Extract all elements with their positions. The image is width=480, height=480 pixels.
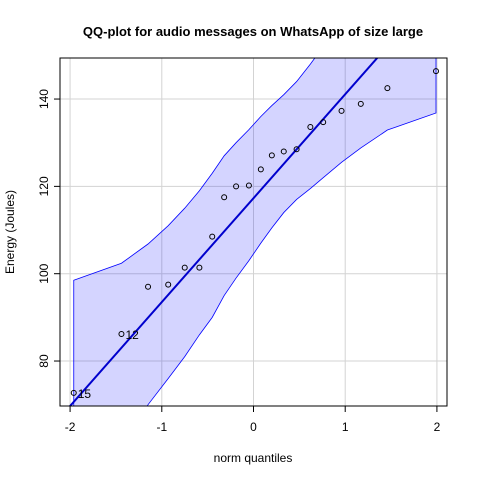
reference-line xyxy=(68,58,379,406)
chart-title: QQ-plot for audio messages on WhatsApp o… xyxy=(83,24,423,39)
point xyxy=(118,330,125,337)
point xyxy=(432,68,439,75)
x-tick-label: 1 xyxy=(342,420,349,434)
point xyxy=(70,389,77,396)
point xyxy=(221,194,228,201)
point xyxy=(165,281,172,288)
point xyxy=(145,283,152,290)
x-tick-label: 0 xyxy=(250,420,257,434)
x-tick-label: -1 xyxy=(156,420,167,434)
point xyxy=(257,166,264,173)
point-label: 12 xyxy=(125,328,139,342)
point-label: 15 xyxy=(78,387,92,401)
point xyxy=(280,148,287,155)
point xyxy=(384,85,391,92)
point xyxy=(307,123,314,130)
y-tick-label: 100 xyxy=(37,263,51,283)
point xyxy=(293,146,300,153)
plot-frame xyxy=(59,57,448,407)
x-tick-label: 2 xyxy=(434,420,441,434)
y-tick-label: 140 xyxy=(37,89,51,109)
point xyxy=(245,182,252,189)
y-tick-label: 120 xyxy=(37,176,51,196)
point xyxy=(268,152,275,159)
x-tick-label: -2 xyxy=(65,420,76,434)
point xyxy=(338,107,345,114)
point xyxy=(357,100,364,107)
point xyxy=(196,264,203,271)
x-axis-label: norm quantiles xyxy=(214,451,293,465)
y-axis-label: Energy (Joules) xyxy=(3,190,17,274)
point xyxy=(320,119,327,126)
y-tick-label: 80 xyxy=(37,354,51,368)
confidence-band xyxy=(73,58,437,406)
point xyxy=(233,183,240,190)
point xyxy=(209,233,216,240)
point xyxy=(181,264,188,271)
